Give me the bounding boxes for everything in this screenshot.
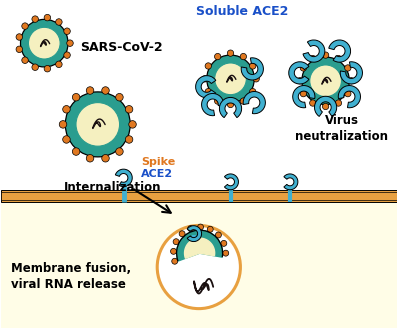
Circle shape <box>216 232 221 238</box>
Wedge shape <box>289 62 309 84</box>
Circle shape <box>240 98 246 104</box>
Circle shape <box>322 103 329 110</box>
Circle shape <box>16 34 22 40</box>
Wedge shape <box>115 169 132 186</box>
Polygon shape <box>184 238 215 258</box>
Circle shape <box>179 231 185 237</box>
Circle shape <box>22 57 28 63</box>
Circle shape <box>322 52 329 58</box>
Bar <box>1 202 397 328</box>
Text: SARS-CoV-2: SARS-CoV-2 <box>80 41 162 53</box>
Circle shape <box>72 148 80 155</box>
Circle shape <box>116 93 123 101</box>
Wedge shape <box>243 91 265 114</box>
Circle shape <box>302 57 349 105</box>
Polygon shape <box>177 230 222 261</box>
Circle shape <box>214 98 221 104</box>
Text: Soluble ACE2: Soluble ACE2 <box>196 5 288 18</box>
Wedge shape <box>314 96 337 116</box>
Circle shape <box>65 92 130 157</box>
Circle shape <box>202 76 208 82</box>
Bar <box>1 2 397 202</box>
Circle shape <box>214 53 221 60</box>
Circle shape <box>221 240 227 246</box>
Circle shape <box>72 93 80 101</box>
Circle shape <box>56 61 62 68</box>
Wedge shape <box>284 174 298 190</box>
Circle shape <box>250 88 256 95</box>
Circle shape <box>129 121 136 128</box>
Circle shape <box>198 224 204 230</box>
Text: Membrane fusion,
viral RNA release: Membrane fusion, viral RNA release <box>11 262 131 291</box>
Bar <box>1 190 397 202</box>
Circle shape <box>125 106 133 113</box>
Circle shape <box>207 55 254 103</box>
Circle shape <box>116 148 123 155</box>
Circle shape <box>310 65 342 97</box>
Circle shape <box>205 88 212 95</box>
Circle shape <box>240 53 246 60</box>
Circle shape <box>28 27 60 59</box>
Circle shape <box>86 87 94 94</box>
Circle shape <box>188 226 194 232</box>
Wedge shape <box>329 40 350 62</box>
Circle shape <box>227 50 234 56</box>
Circle shape <box>310 100 316 106</box>
Circle shape <box>157 225 240 309</box>
Wedge shape <box>293 85 315 108</box>
Wedge shape <box>187 226 202 242</box>
Circle shape <box>86 154 94 162</box>
Circle shape <box>215 63 246 95</box>
Circle shape <box>345 90 351 97</box>
Wedge shape <box>220 97 242 117</box>
Circle shape <box>67 40 73 47</box>
Circle shape <box>20 19 68 67</box>
Circle shape <box>205 63 212 69</box>
Circle shape <box>16 46 22 52</box>
Circle shape <box>59 121 67 128</box>
Circle shape <box>32 16 38 22</box>
Wedge shape <box>340 62 362 84</box>
Circle shape <box>32 64 38 71</box>
Circle shape <box>56 19 62 25</box>
Circle shape <box>297 78 303 84</box>
Wedge shape <box>202 93 224 116</box>
Circle shape <box>102 87 109 94</box>
Circle shape <box>310 55 316 62</box>
Circle shape <box>44 65 51 72</box>
Circle shape <box>172 258 178 264</box>
Text: Virus
neutralization: Virus neutralization <box>295 114 388 143</box>
Wedge shape <box>338 85 360 108</box>
Circle shape <box>63 106 70 113</box>
Wedge shape <box>241 58 263 80</box>
Circle shape <box>64 28 70 34</box>
Text: Spike: Spike <box>141 157 176 167</box>
Circle shape <box>253 76 259 82</box>
Wedge shape <box>196 76 216 98</box>
Circle shape <box>227 101 234 108</box>
Text: ACE2: ACE2 <box>141 169 174 179</box>
Circle shape <box>300 65 306 71</box>
Circle shape <box>300 90 306 97</box>
Circle shape <box>250 63 256 69</box>
Circle shape <box>223 250 229 256</box>
Circle shape <box>125 136 133 143</box>
Circle shape <box>64 52 70 58</box>
Circle shape <box>207 226 213 232</box>
Circle shape <box>76 103 120 146</box>
Circle shape <box>335 55 342 62</box>
Circle shape <box>173 239 179 245</box>
Circle shape <box>348 78 354 84</box>
Circle shape <box>63 136 70 143</box>
Circle shape <box>170 248 176 254</box>
Text: Internalization: Internalization <box>64 181 162 194</box>
Bar <box>1 192 397 200</box>
Circle shape <box>44 15 51 21</box>
Circle shape <box>345 65 351 71</box>
Wedge shape <box>303 40 325 62</box>
Circle shape <box>335 100 342 106</box>
Circle shape <box>102 154 109 162</box>
Circle shape <box>22 23 28 29</box>
Wedge shape <box>224 174 238 190</box>
